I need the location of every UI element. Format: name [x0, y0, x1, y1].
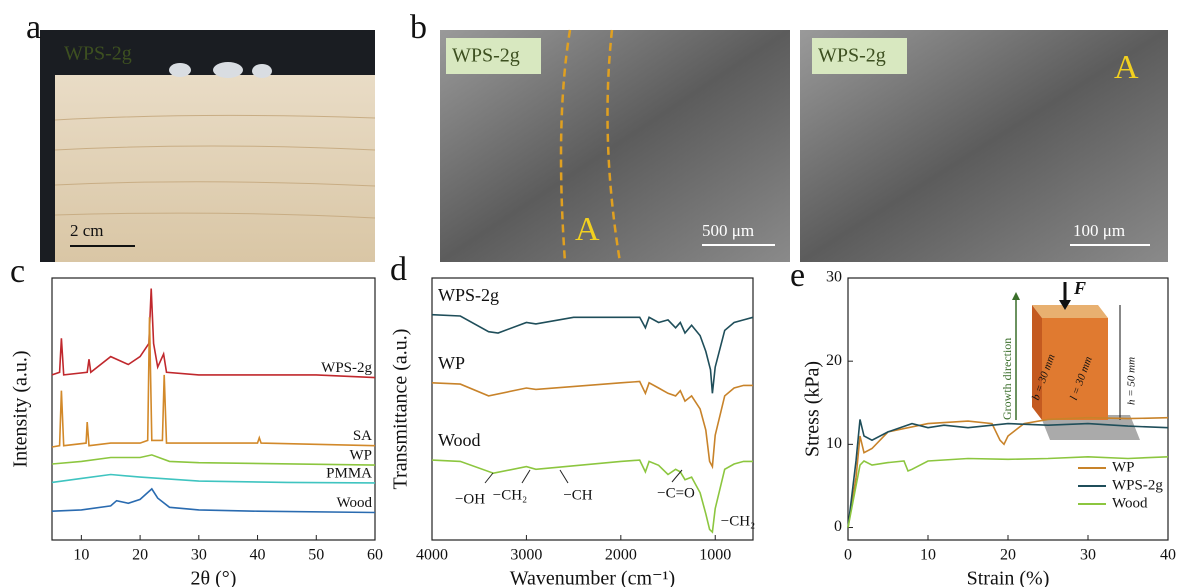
series-line	[52, 455, 375, 465]
x-tick-label: 4000	[416, 547, 448, 564]
x-tick-label: 1000	[699, 547, 731, 564]
annotation-leader	[485, 473, 493, 483]
photo-b	[440, 30, 1168, 262]
scale-bar: 2 cm	[70, 221, 104, 240]
scale-bar: 100 μm	[1073, 221, 1125, 240]
x-tick-label: 30	[1080, 547, 1096, 564]
annotation-leader	[522, 470, 530, 483]
plot-frame	[52, 278, 375, 540]
series-label: WP	[350, 448, 373, 464]
x-tick-label: 20	[132, 547, 148, 564]
series-label: WPS-2g	[321, 360, 372, 376]
inset-label: Growth direction	[1000, 338, 1014, 420]
series-label: Wood	[337, 495, 373, 511]
series-label: PMMA	[326, 465, 372, 481]
series-line	[432, 382, 753, 467]
y-axis-label: Intensity (a.u.)	[10, 350, 32, 467]
annotation: −CH	[563, 487, 592, 503]
photo-label: WPS-2g	[452, 45, 520, 67]
x-tick-label: 10	[73, 547, 89, 564]
panel-letter: e	[790, 257, 805, 294]
figure: a b c d e WPS-2g 2 cm WPS-2g 500 μm A WP…	[0, 0, 1179, 587]
scale-bar: 500 μm	[702, 221, 754, 240]
x-axis-label: 2θ (°)	[191, 568, 237, 587]
y-axis-label: Transmittance (a.u.)	[390, 329, 412, 490]
panel-letter: b	[410, 9, 427, 46]
annotation: −C=O	[657, 485, 695, 501]
annotation-leader	[560, 470, 568, 483]
x-axis-label: Strain (%)	[967, 568, 1050, 587]
panel-letter: d	[390, 251, 407, 288]
panel-letter: c	[10, 253, 25, 290]
annotation: −CH₂	[721, 513, 756, 529]
x-tick-label: 0	[844, 547, 852, 564]
series-line	[52, 317, 375, 447]
y-tick-label: 30	[826, 269, 842, 286]
x-tick-label: 3000	[510, 547, 542, 564]
inset-label: h = 50 mm	[1126, 357, 1138, 405]
series-line	[432, 315, 753, 394]
y-tick-label: 0	[834, 518, 842, 535]
legend-label: WPS-2g	[1112, 477, 1163, 493]
x-tick-label: 30	[191, 547, 207, 564]
legend-label: Wood	[1112, 495, 1148, 511]
y-axis-label: Stress (kPa)	[802, 361, 824, 457]
x-tick-label: 20	[1000, 547, 1016, 564]
x-tick-label: 40	[1160, 547, 1176, 564]
annotation-leader	[672, 470, 682, 482]
annotation: −CH₂	[493, 487, 528, 503]
series-line	[52, 489, 375, 513]
y-tick-label: 10	[826, 435, 842, 452]
x-tick-label: 10	[920, 547, 936, 564]
series-label: Wood	[438, 430, 481, 450]
inset-label: F	[1073, 278, 1086, 298]
inset	[1012, 282, 1140, 440]
x-tick-label: 40	[250, 547, 266, 564]
x-axis-label: Wavenumber (cm⁻¹)	[510, 568, 675, 587]
photo-label: WPS-2g	[64, 43, 132, 65]
x-tick-label: 2000	[605, 547, 637, 564]
photo-label: WPS-2g	[818, 45, 886, 67]
series-label: WP	[438, 353, 465, 373]
y-tick-label: 20	[826, 352, 842, 369]
annotation: −OH	[455, 491, 485, 507]
x-tick-label: 60	[367, 547, 383, 564]
legend-label: WP	[1112, 459, 1135, 475]
panel-letter: a	[26, 9, 41, 46]
x-tick-label: 50	[308, 547, 324, 564]
series-label: WPS-2g	[438, 285, 499, 305]
marker: A	[575, 211, 600, 248]
marker: A	[1114, 49, 1139, 86]
series-label: SA	[353, 428, 372, 444]
